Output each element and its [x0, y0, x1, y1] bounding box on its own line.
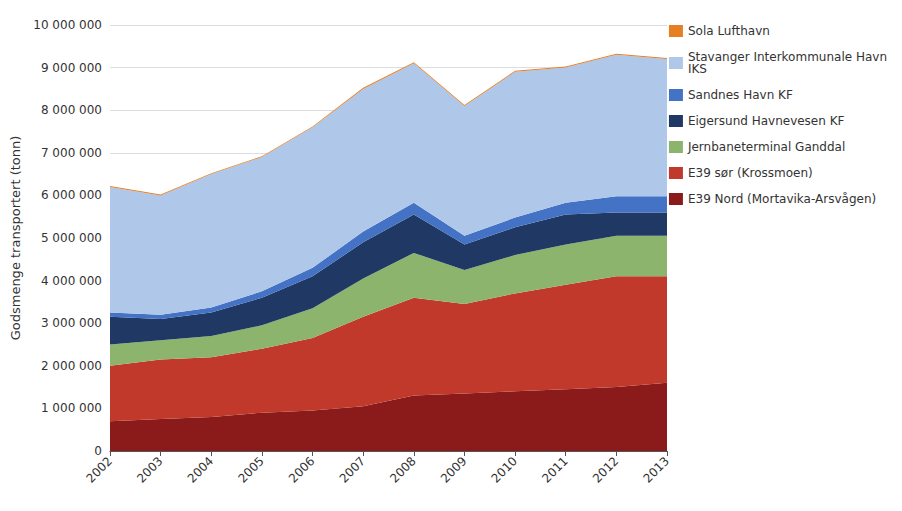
- svg-text:6 000 000: 6 000 000: [41, 188, 102, 202]
- svg-text:Stavanger Interkommunale Havn: Stavanger Interkommunale Havn: [688, 50, 887, 64]
- svg-text:2002: 2002: [83, 454, 114, 485]
- svg-text:2005: 2005: [235, 454, 266, 485]
- svg-text:9 000 000: 9 000 000: [41, 61, 102, 75]
- svg-text:2010: 2010: [489, 454, 520, 485]
- svg-text:E39 Nord (Mortavika-Arsvågen): E39 Nord (Mortavika-Arsvågen): [688, 192, 876, 206]
- svg-text:2007: 2007: [337, 454, 368, 485]
- svg-text:Sandnes Havn KF: Sandnes Havn KF: [688, 88, 793, 102]
- svg-text:5 000 000: 5 000 000: [41, 231, 102, 245]
- svg-text:E39 sør (Krossmoen): E39 sør (Krossmoen): [688, 166, 813, 180]
- svg-text:Jernbaneterminal Ganddal: Jernbaneterminal Ganddal: [687, 140, 845, 154]
- svg-text:0: 0: [94, 444, 102, 458]
- svg-text:3 000 000: 3 000 000: [41, 316, 102, 330]
- svg-text:2 000 000: 2 000 000: [41, 359, 102, 373]
- svg-text:2013: 2013: [640, 454, 671, 485]
- svg-text:4 000 000: 4 000 000: [41, 274, 102, 288]
- svg-text:8 000 000: 8 000 000: [41, 103, 102, 117]
- svg-text:7 000 000: 7 000 000: [41, 146, 102, 160]
- svg-text:2011: 2011: [539, 454, 570, 485]
- svg-text:Sola Lufthavn: Sola Lufthavn: [688, 24, 770, 38]
- svg-text:Eigersund Havnevesen KF: Eigersund Havnevesen KF: [688, 114, 845, 128]
- svg-text:2008: 2008: [387, 454, 418, 485]
- svg-text:2004: 2004: [185, 454, 216, 485]
- svg-text:2012: 2012: [590, 454, 621, 485]
- svg-text:2009: 2009: [438, 454, 469, 485]
- svg-text:2006: 2006: [286, 454, 317, 485]
- svg-text:Godsmenge transportert (tonn): Godsmenge transportert (tonn): [8, 136, 23, 341]
- svg-text:IKS: IKS: [688, 62, 707, 76]
- svg-text:10 000 000: 10 000 000: [33, 18, 102, 32]
- svg-text:2003: 2003: [134, 454, 165, 485]
- svg-text:1 000 000: 1 000 000: [41, 401, 102, 415]
